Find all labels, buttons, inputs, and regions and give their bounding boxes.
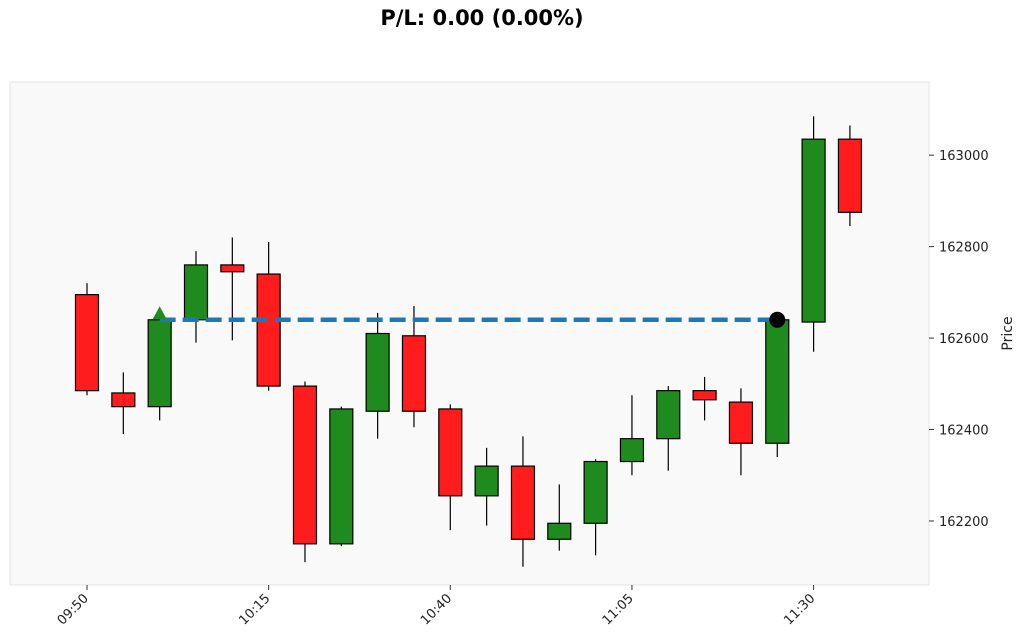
y-tick-label: 162800 xyxy=(939,241,989,256)
x-axis: 09:50 10:15 10:40 11:05 11:30 xyxy=(55,585,818,628)
candle-body xyxy=(292,385,318,545)
candle-down xyxy=(728,388,754,476)
candle-down xyxy=(256,242,281,391)
candle-up xyxy=(183,251,209,343)
candle-up xyxy=(547,484,572,551)
candle-down xyxy=(510,436,536,567)
candle-up xyxy=(329,406,354,547)
entry-marker-triangle xyxy=(152,306,167,320)
candle-body xyxy=(656,390,681,440)
y-axis: 162200 162400 162600 162800 163000 xyxy=(929,149,989,530)
candle-up xyxy=(365,312,390,439)
candle-up xyxy=(619,395,645,476)
candle-body xyxy=(147,319,172,408)
candle-body xyxy=(692,390,717,401)
candle-body xyxy=(365,332,390,412)
y-tick-label: 163000 xyxy=(939,149,989,164)
candle-body xyxy=(728,401,754,444)
x-tick-label: 11:05 xyxy=(600,591,637,628)
candle-up xyxy=(656,386,681,471)
candle-body xyxy=(401,335,427,412)
candle-body xyxy=(183,264,209,321)
y-axis-label: Price xyxy=(1000,316,1016,350)
chart-title: P/L: 0.00 (0.00%) xyxy=(380,6,584,30)
candle-body xyxy=(619,438,645,463)
candles xyxy=(74,116,863,567)
candle-body xyxy=(547,522,572,540)
x-tick-label: 11:30 xyxy=(781,591,818,628)
candle-body xyxy=(438,408,463,497)
candle-body xyxy=(329,408,354,545)
candle-up xyxy=(474,447,499,526)
candle-down xyxy=(74,283,100,396)
y-tick-label: 162200 xyxy=(939,515,989,530)
x-tick-label: 10:40 xyxy=(418,591,455,628)
y-tick-label: 162400 xyxy=(939,424,989,439)
candle-body xyxy=(220,264,245,273)
candle-body xyxy=(583,460,608,524)
candle-down xyxy=(438,404,463,531)
exit-marker-circle xyxy=(769,311,786,328)
candle-body xyxy=(474,465,499,497)
candle-down xyxy=(401,306,427,428)
candle-down xyxy=(837,125,863,227)
candle-body xyxy=(510,465,536,540)
candle-body xyxy=(256,273,281,387)
trade-overlays xyxy=(152,306,786,328)
x-tick-label: 09:50 xyxy=(55,591,92,628)
candle-body xyxy=(74,294,100,392)
candle-down xyxy=(292,381,318,563)
candle-body xyxy=(801,138,826,323)
candle-down xyxy=(220,237,245,341)
x-tick-label: 10:15 xyxy=(236,591,273,628)
candle-up xyxy=(583,459,608,556)
candle-up xyxy=(801,116,826,352)
candle-down xyxy=(692,376,717,421)
candle-body xyxy=(765,319,790,444)
candle-up xyxy=(765,319,790,457)
candle-up xyxy=(147,315,172,421)
candle-body xyxy=(837,138,863,213)
candle-down xyxy=(111,372,136,435)
y-tick-label: 162600 xyxy=(939,332,989,347)
candle-body xyxy=(111,392,136,408)
